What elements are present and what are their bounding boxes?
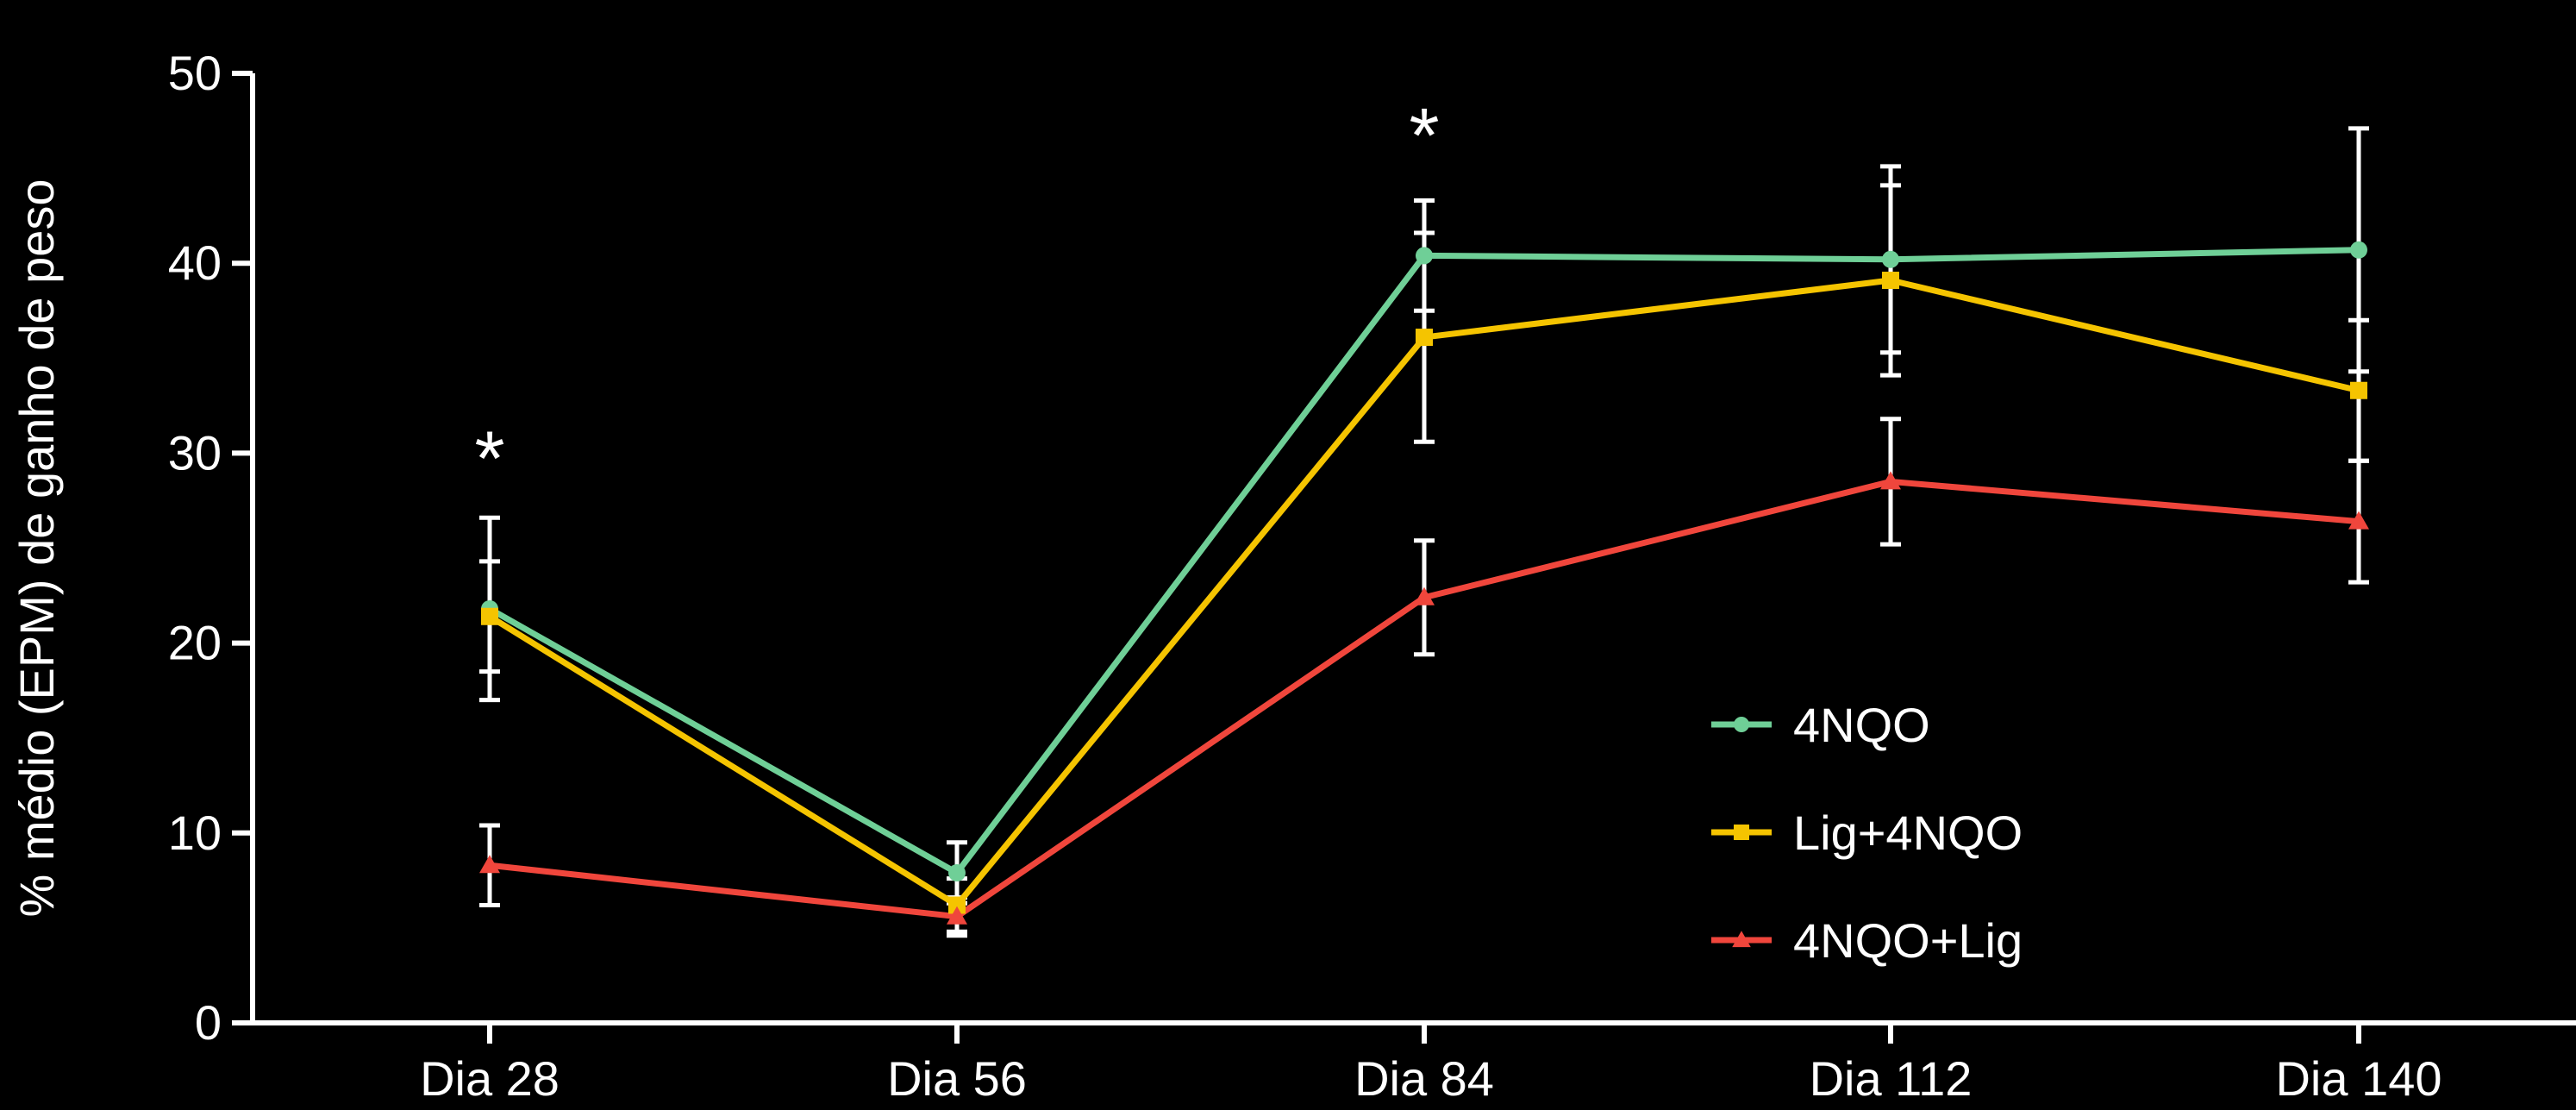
y-ticks: 0 10 20 30 40 50 — [168, 46, 253, 1050]
data-point — [1882, 250, 1899, 268]
data-point — [1880, 471, 1901, 490]
data-point — [2348, 511, 2369, 530]
data-point — [1732, 931, 1751, 948]
y-tick-label: 20 — [168, 616, 222, 670]
y-tick-label: 10 — [168, 806, 222, 860]
significance-marker: * — [474, 416, 504, 502]
data-point — [481, 607, 498, 625]
data-point — [1416, 329, 1433, 347]
data-point — [948, 864, 966, 882]
x-ticks: Dia 28 Dia 56 Dia 84 Dia 112 Dia 140 — [420, 1023, 2442, 1106]
legend: 4NQO Lig+4NQO 4NQO+Lig — [1711, 698, 2023, 968]
y-axis-title: % médio (EPM) de ganho de peso — [9, 179, 64, 917]
significance-marker: * — [1409, 93, 1439, 179]
x-tick-label: Dia 84 — [1354, 1051, 1494, 1106]
data-point — [947, 906, 967, 925]
y-tick-label: 0 — [195, 995, 222, 1050]
legend-label: Lig+4NQO — [1793, 806, 2023, 860]
x-tick-label: Dia 140 — [2275, 1051, 2442, 1106]
data-point — [1414, 586, 1435, 605]
series-points — [479, 241, 2369, 925]
legend-label: 4NQO+Lig — [1793, 913, 2023, 968]
significance-annotations: ** — [474, 93, 1439, 502]
data-point — [1734, 825, 1749, 840]
data-point — [948, 896, 966, 914]
x-tick-label: Dia 28 — [420, 1051, 560, 1106]
data-point — [1734, 717, 1749, 732]
data-point — [479, 855, 500, 874]
data-point — [2350, 241, 2367, 259]
y-tick-label: 40 — [168, 235, 222, 290]
data-point — [2350, 381, 2367, 399]
data-point — [1882, 272, 1899, 290]
y-tick-label: 50 — [168, 46, 222, 100]
data-point — [1416, 247, 1433, 265]
legend-label: 4NQO — [1793, 698, 1930, 752]
x-tick-label: Dia 112 — [1810, 1051, 1973, 1106]
x-tick-label: Dia 56 — [887, 1051, 1027, 1106]
y-tick-label: 30 — [168, 425, 222, 480]
